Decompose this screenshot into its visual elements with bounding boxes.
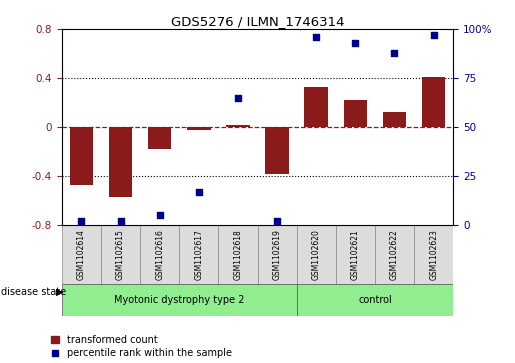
Bar xyxy=(304,87,328,127)
Bar xyxy=(414,225,453,284)
Text: GSM1102619: GSM1102619 xyxy=(272,229,282,280)
Bar xyxy=(297,284,453,316)
Bar xyxy=(422,77,445,127)
Text: GSM1102615: GSM1102615 xyxy=(116,229,125,280)
Point xyxy=(312,34,320,40)
Text: GSM1102616: GSM1102616 xyxy=(155,229,164,280)
Point xyxy=(156,212,164,218)
Point xyxy=(116,218,125,224)
Bar xyxy=(62,225,101,284)
Bar xyxy=(148,127,171,149)
Legend: transformed count, percentile rank within the sample: transformed count, percentile rank withi… xyxy=(51,335,232,358)
Bar xyxy=(101,225,140,284)
Text: control: control xyxy=(358,295,392,305)
Text: ▶: ▶ xyxy=(56,287,63,297)
Bar xyxy=(265,127,289,174)
Bar xyxy=(62,284,297,316)
Point xyxy=(351,40,359,46)
Text: GSM1102618: GSM1102618 xyxy=(233,229,243,280)
Point xyxy=(234,95,242,101)
Bar xyxy=(140,225,179,284)
Point xyxy=(195,189,203,195)
Text: GSM1102622: GSM1102622 xyxy=(390,229,399,280)
Text: disease state: disease state xyxy=(1,287,65,297)
Title: GDS5276 / ILMN_1746314: GDS5276 / ILMN_1746314 xyxy=(171,15,344,28)
Bar xyxy=(218,225,258,284)
Text: GSM1102617: GSM1102617 xyxy=(194,229,203,280)
Bar xyxy=(383,112,406,127)
Bar xyxy=(297,225,336,284)
Point xyxy=(430,32,438,38)
Bar xyxy=(179,225,218,284)
Bar xyxy=(187,127,211,130)
Point xyxy=(77,218,85,224)
Text: GSM1102614: GSM1102614 xyxy=(77,229,86,280)
Bar xyxy=(258,225,297,284)
Point xyxy=(273,218,281,224)
Text: Myotonic dystrophy type 2: Myotonic dystrophy type 2 xyxy=(114,295,245,305)
Text: GSM1102623: GSM1102623 xyxy=(429,229,438,280)
Bar xyxy=(375,225,414,284)
Bar xyxy=(109,127,132,197)
Point xyxy=(390,50,399,56)
Bar xyxy=(226,125,250,127)
Bar xyxy=(336,225,375,284)
Text: GSM1102620: GSM1102620 xyxy=(312,229,321,280)
Text: GSM1102621: GSM1102621 xyxy=(351,229,360,280)
Bar xyxy=(344,100,367,127)
Bar xyxy=(70,127,93,185)
